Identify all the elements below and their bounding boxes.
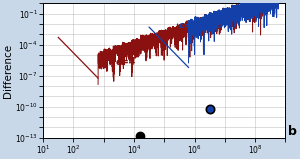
Text: c=4: c=4 [116, 57, 136, 67]
Text: c=4 x 10⁵: c=4 x 10⁵ [179, 21, 226, 30]
Y-axis label: Difference: Difference [4, 43, 14, 98]
Text: b: b [288, 124, 297, 138]
